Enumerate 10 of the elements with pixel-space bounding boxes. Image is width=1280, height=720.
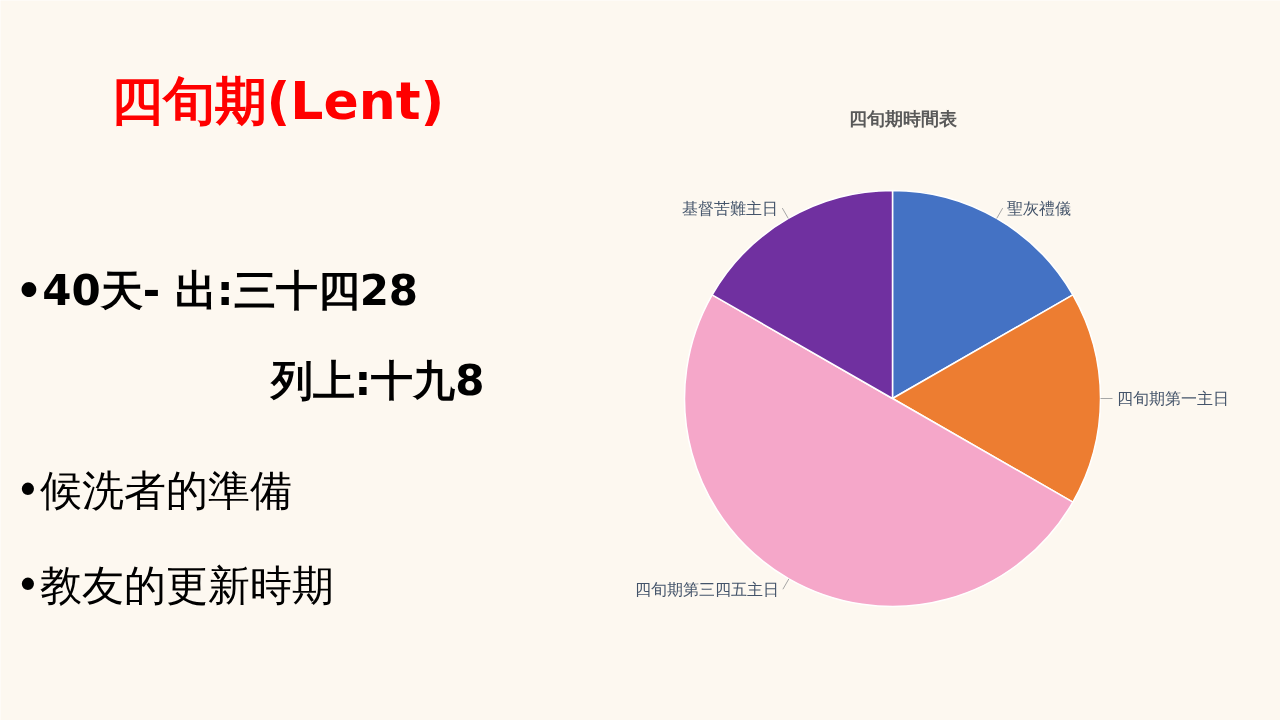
slice-label: 基督苦難主日 <box>682 198 779 218</box>
text: 列上:十九8 <box>268 356 485 405</box>
text: •教友的更新時期 <box>15 561 335 610</box>
text: •候洗者的準備 <box>15 466 293 515</box>
text: •40天- 出:三十四28 <box>15 266 419 315</box>
chart-title: 四旬期時間表 <box>848 108 957 129</box>
slice-label: 四旬期第三四五主日 <box>634 579 779 599</box>
text: 四旬期(Lent) <box>110 70 445 131</box>
slice-label: 聖灰禮儀 <box>1006 198 1071 218</box>
slice-label: 四旬期第一主日 <box>1116 389 1229 408</box>
